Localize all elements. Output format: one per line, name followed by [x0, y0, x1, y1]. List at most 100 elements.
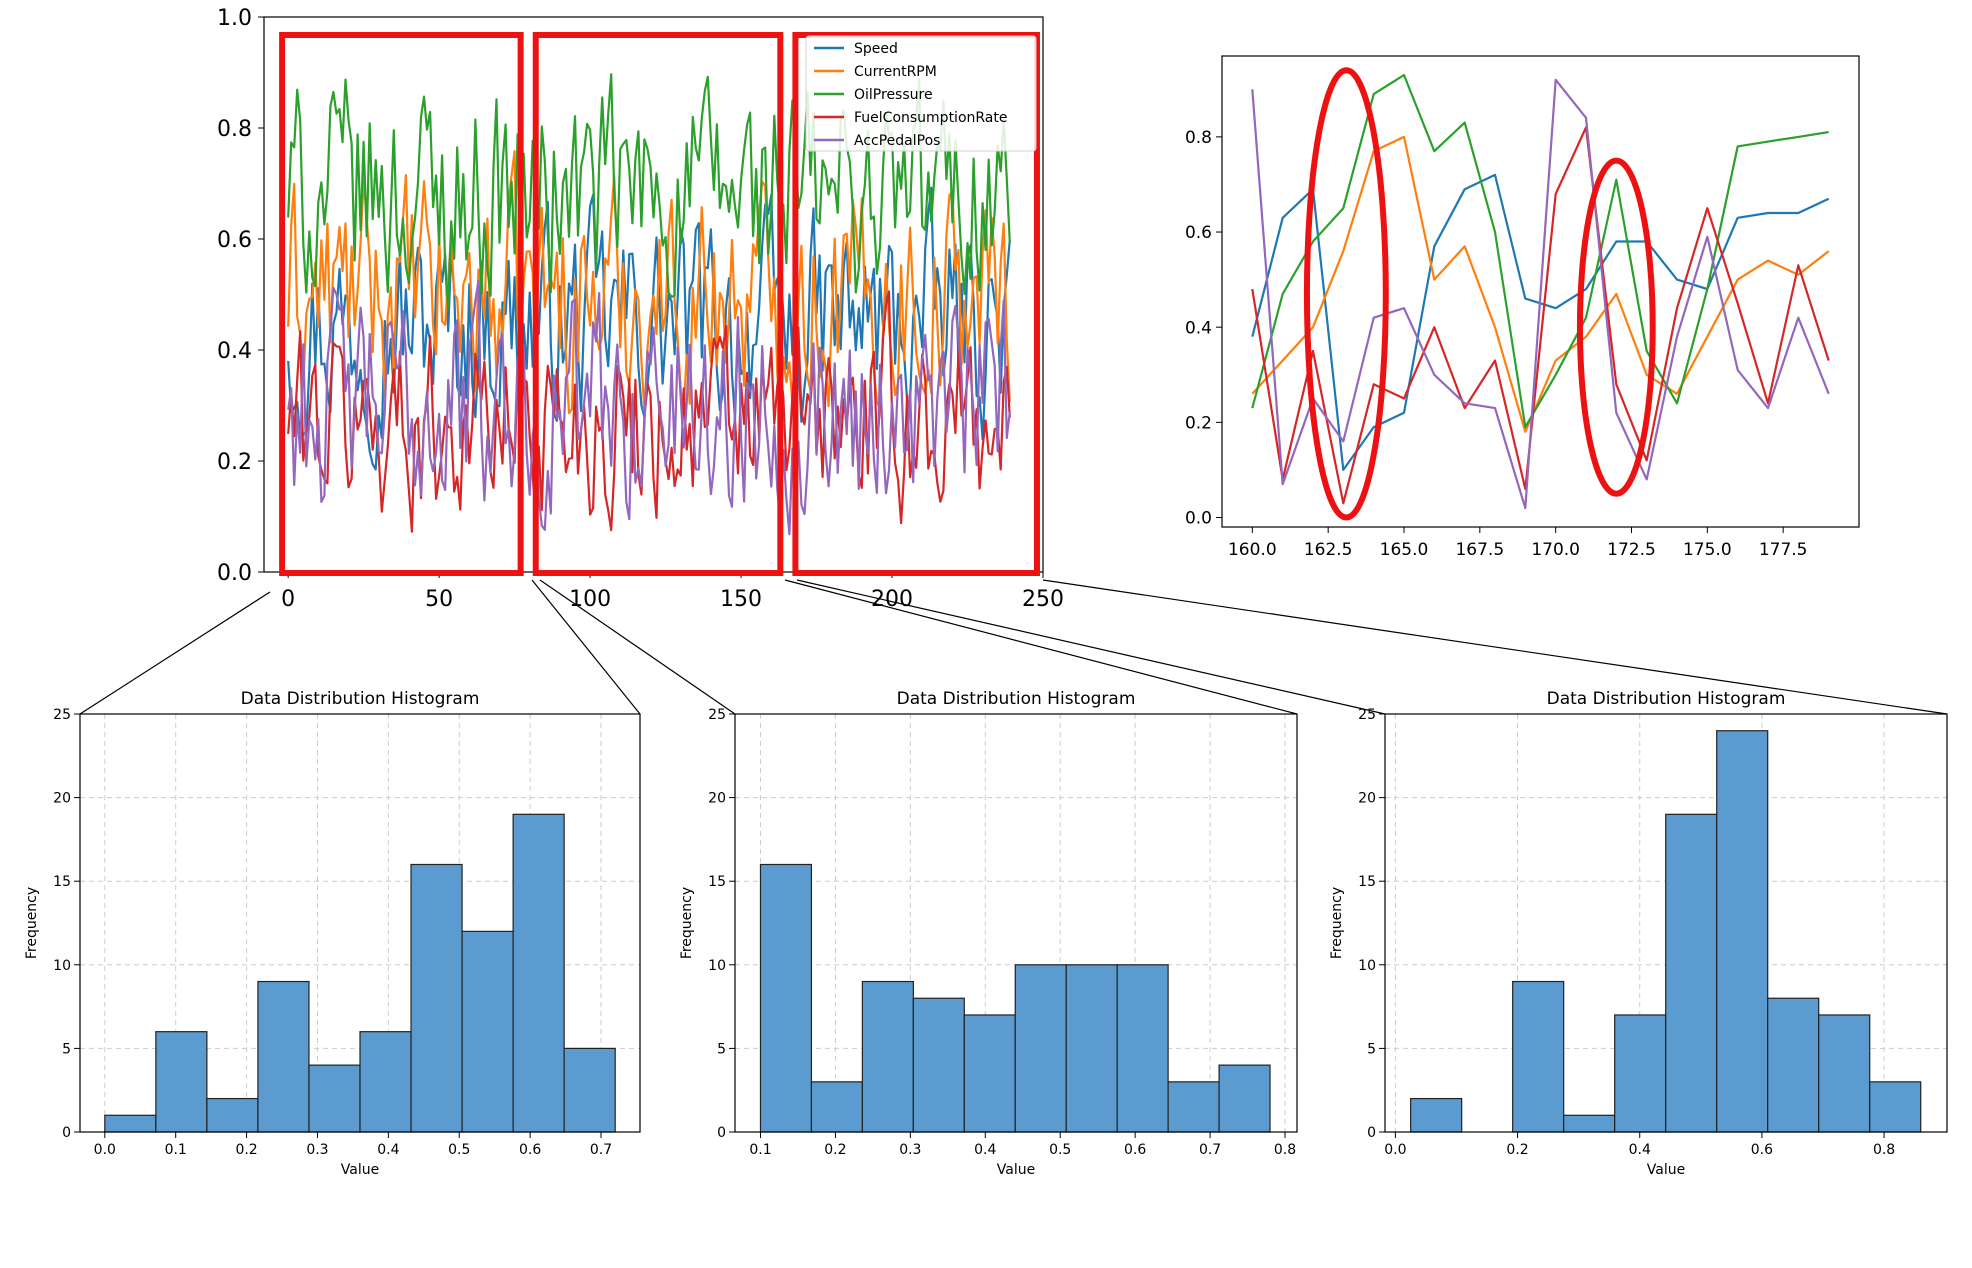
histogram-bar [1614, 1014, 1667, 1133]
x-tick-label: 0.4 [974, 1142, 996, 1158]
connector-line [531, 579, 641, 715]
histogram-bar [1218, 1064, 1271, 1133]
x-tick-label: 150 [720, 587, 762, 612]
histogram-bar [810, 1081, 863, 1133]
histogram-bar [257, 980, 310, 1133]
x-tick-label: 0.7 [1199, 1142, 1221, 1158]
y-tick-label: 1.0 [217, 6, 252, 31]
x-tick-label: 0.6 [1124, 1142, 1146, 1158]
series-line-accpedalpos [287, 279, 1011, 536]
highlight-box [792, 32, 1040, 576]
x-axis-label: Value [341, 1162, 379, 1178]
axes-frame [79, 713, 641, 1133]
y-tick-label: 10 [53, 958, 71, 974]
main-line-chart: 0 50 100 150 200 250 0.0 0.2 0.4 0.6 0.8 1.0 Speed Cu… [217, 6, 1064, 612]
chart-title: Data Distribution Histogram [1547, 689, 1786, 709]
histogram-bar [512, 813, 565, 1133]
axes-frame [734, 713, 1298, 1133]
x-tick-label: 0.1 [165, 1142, 187, 1158]
histogram-1: 0.0 0.1 0.2 0.3 0.4 0.5 0.6 0.7 0 5 10 15 20 25 Data D… [24, 689, 641, 1178]
y-tick-label: 0 [1367, 1125, 1376, 1141]
zoomed-line-chart: 160.0 162.5 165.0 167.5 170.0 172.5 175.0 177.5… [1185, 55, 1860, 560]
x-tick-label: 0.0 [94, 1142, 116, 1158]
connector-line [539, 579, 736, 715]
x-tick-label: 0.2 [824, 1142, 846, 1158]
x-tick-label: 165.0 [1380, 540, 1429, 560]
x-tick-label: 172.5 [1607, 540, 1656, 560]
x-tick-label: 250 [1022, 587, 1064, 612]
x-tick-label: 0.7 [590, 1142, 612, 1158]
y-tick-label: 15 [708, 874, 726, 890]
legend-label: AccPedalPos [854, 133, 940, 149]
series-line-accpedalpos [1251, 78, 1830, 510]
histogram-bar [155, 1031, 208, 1133]
y-axis-label: Frequency [24, 887, 40, 959]
x-tick-label: 0.4 [1629, 1142, 1651, 1158]
highlight-ellipse [1576, 157, 1656, 497]
y-tick-label: 5 [717, 1041, 726, 1057]
y-axis-label: Frequency [1329, 887, 1345, 959]
y-tick-label: 0.4 [1185, 318, 1212, 338]
y-tick-label: 5 [1367, 1041, 1376, 1057]
legend-label: CurrentRPM [854, 64, 937, 80]
y-tick-label: 0.6 [1185, 223, 1212, 243]
y-tick-label: 0.2 [1185, 413, 1212, 433]
series-line-fuelconsumptionrate [1251, 126, 1830, 505]
x-tick-label: 50 [425, 587, 453, 612]
connector-line [1042, 579, 1948, 715]
x-tick-label: 0.4 [377, 1142, 399, 1158]
histogram-bar [104, 1114, 157, 1133]
y-tick-label: 15 [53, 874, 71, 890]
y-tick-label: 25 [708, 707, 726, 723]
x-tick-label: 0.6 [519, 1142, 541, 1158]
histogram-bar [563, 1047, 616, 1133]
x-tick-label: 0.3 [306, 1142, 328, 1158]
legend-box [805, 35, 1037, 152]
highlight-ellipse [1303, 67, 1389, 521]
x-tick-label: 0.3 [899, 1142, 921, 1158]
histogram-bar [1818, 1014, 1871, 1133]
histogram-3: 0.0 0.2 0.4 0.6 0.8 0 5 10 15 20 25 Data Distributi… [1329, 689, 1948, 1178]
y-tick-label: 0.4 [217, 339, 252, 364]
y-tick-label: 0 [62, 1125, 71, 1141]
histogram-bar [1665, 813, 1718, 1133]
x-tick-label: 170.0 [1531, 540, 1580, 560]
y-tick-label: 10 [708, 958, 726, 974]
y-tick-label: 0 [717, 1125, 726, 1141]
histogram-bar [912, 997, 965, 1133]
y-tick-label: 20 [1358, 791, 1376, 807]
histogram-bar [1869, 1081, 1922, 1133]
x-tick-label: 175.0 [1683, 540, 1732, 560]
histogram-bar [1767, 997, 1820, 1133]
histogram-bar [1563, 1114, 1616, 1133]
x-tick-label: 100 [569, 587, 611, 612]
histogram-bar [206, 1097, 259, 1133]
histogram-2: 0.1 0.2 0.3 0.4 0.5 0.6 0.7 0.8 0 5 10 15 20 25 Data D… [679, 689, 1298, 1178]
y-tick-label: 0.0 [217, 561, 252, 586]
histogram-bar [1716, 730, 1769, 1133]
histogram-bar [1410, 1097, 1463, 1133]
x-tick-label: 0.5 [1049, 1142, 1071, 1158]
x-tick-label: 0.2 [1506, 1142, 1528, 1158]
series-line-fuelconsumptionrate [287, 290, 1011, 533]
chart-title: Data Distribution Histogram [897, 689, 1136, 709]
x-tick-label: 0 [281, 587, 295, 612]
histogram-bar [1116, 964, 1169, 1133]
x-tick-label: 200 [871, 587, 913, 612]
histogram-bar [1167, 1081, 1220, 1133]
series-line-speed [287, 186, 1011, 471]
highlight-box [279, 32, 524, 576]
y-tick-label: 20 [53, 791, 71, 807]
axes-frame [1384, 713, 1948, 1133]
x-tick-label: 0.0 [1384, 1142, 1406, 1158]
histogram-bar [759, 863, 813, 1133]
y-tick-label: 15 [1358, 874, 1376, 890]
series-line-oilpressure [1251, 73, 1829, 429]
x-tick-label: 167.5 [1455, 540, 1504, 560]
x-tick-label: 0.6 [1751, 1142, 1773, 1158]
histogram-bar [963, 1014, 1016, 1133]
x-axis-label: Value [997, 1162, 1035, 1178]
legend-label: Speed [854, 41, 898, 57]
y-tick-label: 0.8 [217, 117, 252, 142]
